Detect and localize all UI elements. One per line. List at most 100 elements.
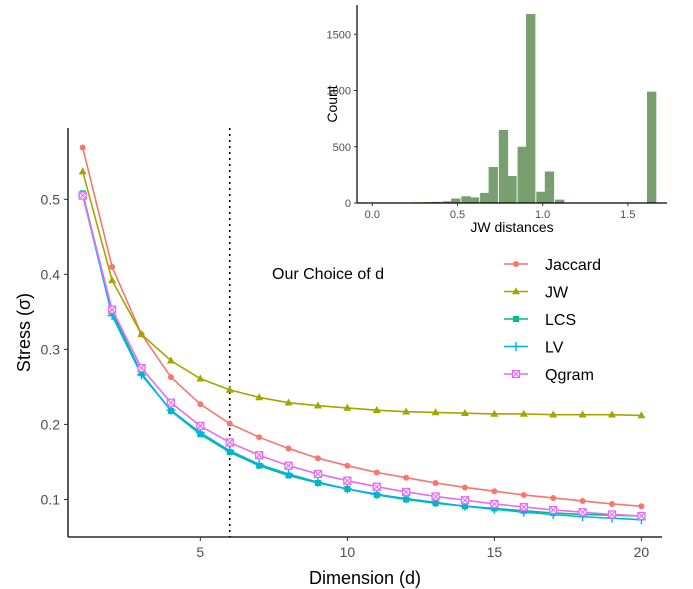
data-point-circle bbox=[403, 474, 410, 481]
histogram-bar bbox=[451, 198, 461, 203]
histogram-bar bbox=[507, 176, 517, 203]
point-box-x2 bbox=[225, 438, 234, 447]
point-circle bbox=[373, 469, 380, 476]
annotation-label: Our Choice of d bbox=[272, 266, 384, 283]
point-triangle bbox=[225, 385, 234, 393]
point-triangle bbox=[78, 167, 87, 175]
legend-item-qgram: Qgram bbox=[504, 367, 594, 384]
legend-item-lcs: LCS bbox=[504, 312, 576, 329]
point-circle bbox=[520, 491, 527, 498]
point-triangle bbox=[512, 287, 520, 295]
legend-item-jaccard: Jaccard bbox=[504, 257, 601, 274]
data-point-boxx bbox=[137, 363, 146, 373]
point-box-x2 bbox=[512, 370, 520, 378]
point-triangle bbox=[490, 409, 499, 417]
point-square bbox=[513, 316, 519, 322]
data-point-circle bbox=[491, 488, 498, 495]
series-line bbox=[81, 195, 642, 517]
y-tick-label: 0.4 bbox=[41, 266, 61, 282]
data-point-boxx bbox=[254, 451, 264, 460]
data-point-triangle bbox=[549, 410, 558, 418]
x-tick-label: 5 bbox=[196, 544, 204, 560]
point-circle bbox=[197, 401, 204, 408]
point-box-x2 bbox=[343, 476, 352, 485]
histogram-bar bbox=[555, 199, 565, 203]
data-point-triangle bbox=[402, 407, 411, 415]
y-tick-label: 0.2 bbox=[41, 416, 61, 432]
legend: Jaccard JW LCS LV Qgram bbox=[504, 257, 601, 384]
y-axis-title: Stress (σ) bbox=[14, 293, 34, 372]
point-triangle bbox=[196, 374, 205, 382]
y-tick-label: 0.1 bbox=[41, 491, 61, 507]
point-triangle bbox=[460, 408, 469, 416]
point-box-x2 bbox=[549, 506, 558, 514]
legend-item-jw: JW bbox=[504, 285, 569, 302]
data-point-triangle bbox=[255, 393, 264, 401]
data-point-plus bbox=[284, 469, 294, 479]
point-box-x2 bbox=[402, 488, 411, 496]
point-box-x2 bbox=[108, 305, 116, 314]
data-point-circle bbox=[344, 462, 351, 469]
point-triangle bbox=[255, 393, 264, 401]
data-point-boxx bbox=[511, 369, 521, 379]
data-point-boxx bbox=[343, 476, 352, 485]
point-box-x2 bbox=[314, 470, 322, 478]
x-tick-label: 10 bbox=[340, 544, 356, 560]
data-point-circle bbox=[609, 500, 616, 507]
point-triangle bbox=[108, 276, 117, 284]
data-point-boxx bbox=[578, 508, 587, 517]
point-box-x2 bbox=[196, 422, 205, 430]
data-point-triangle bbox=[490, 409, 499, 417]
point-triangle bbox=[519, 409, 528, 417]
data-point-triangle bbox=[372, 405, 381, 413]
inset-y-tick-label: 0 bbox=[345, 198, 351, 210]
data-point-plus bbox=[313, 477, 323, 487]
legend-item-lv: LV bbox=[504, 340, 564, 357]
data-point-boxx bbox=[313, 469, 323, 479]
point-circle bbox=[314, 455, 321, 462]
data-point-boxx bbox=[637, 511, 646, 521]
data-point-triangle bbox=[431, 408, 440, 416]
series-jw bbox=[78, 167, 646, 419]
legend-label: LCS bbox=[545, 312, 576, 329]
data-point-triangle bbox=[78, 167, 87, 175]
data-point-circle bbox=[513, 261, 519, 267]
point-box-x2 bbox=[431, 492, 440, 501]
data-point-boxx bbox=[196, 421, 205, 431]
data-point-circle bbox=[373, 469, 380, 476]
point-box-x2 bbox=[519, 503, 528, 511]
inset-y-tick-label: 1000 bbox=[327, 86, 351, 98]
data-point-circle bbox=[550, 494, 557, 501]
data-point-boxx bbox=[519, 502, 528, 512]
point-triangle bbox=[343, 403, 352, 411]
data-point-triangle bbox=[137, 330, 146, 338]
point-circle bbox=[256, 434, 263, 441]
point-circle bbox=[550, 494, 557, 501]
histogram-bar bbox=[526, 14, 536, 203]
data-point-triangle bbox=[108, 276, 117, 284]
data-point-circle bbox=[579, 497, 586, 504]
point-box-x2 bbox=[137, 364, 146, 373]
point-box-x2 bbox=[78, 191, 87, 200]
histogram-bar bbox=[647, 91, 657, 203]
histogram-bar bbox=[498, 129, 509, 203]
data-point-triangle bbox=[460, 408, 469, 416]
point-circle bbox=[461, 484, 468, 491]
data-point-triangle bbox=[608, 410, 617, 418]
data-point-boxx bbox=[460, 496, 470, 505]
data-point-triangle bbox=[637, 411, 646, 419]
histogram-bar bbox=[517, 146, 527, 203]
point-box-x2 bbox=[167, 398, 175, 407]
data-point-triangle bbox=[225, 385, 234, 393]
data-point-circle bbox=[285, 445, 292, 452]
data-point-plus bbox=[225, 446, 235, 456]
point-triangle bbox=[637, 411, 646, 419]
inset-histogram: 0 500 1000 1500 0.0 0.5 1.0 1.5 JW distances Coun… bbox=[324, 5, 667, 235]
point-circle bbox=[109, 263, 116, 270]
point-circle bbox=[226, 420, 233, 427]
data-point-circle bbox=[638, 503, 645, 510]
data-point-circle bbox=[226, 420, 233, 427]
point-triangle bbox=[578, 410, 587, 418]
x-axis-title: Dimension (d) bbox=[309, 568, 421, 588]
